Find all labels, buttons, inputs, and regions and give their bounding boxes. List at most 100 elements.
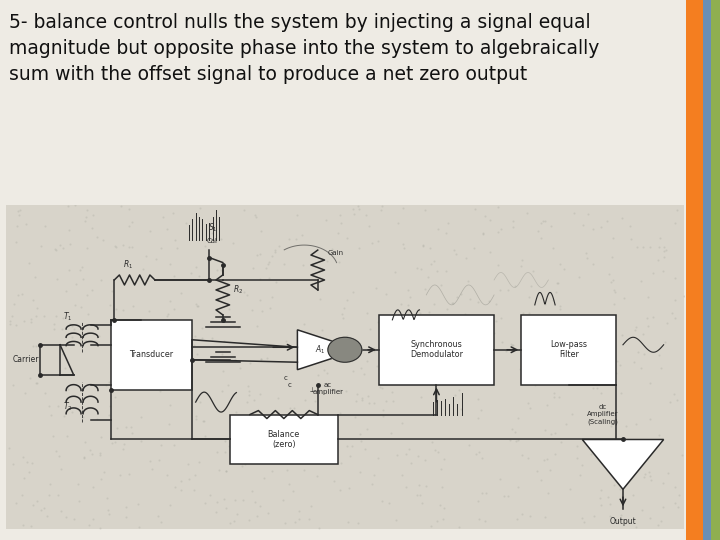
Point: [192, 349, 203, 358]
Point: [114, 471, 126, 480]
Point: [669, 314, 680, 322]
Point: [297, 231, 308, 239]
Point: [526, 282, 537, 291]
Point: [494, 286, 505, 294]
Point: [341, 442, 353, 450]
Point: [377, 384, 388, 393]
Point: [456, 404, 467, 413]
Point: [361, 425, 373, 434]
Point: [652, 521, 664, 530]
Point: [484, 377, 495, 386]
Point: [401, 370, 413, 379]
Point: [19, 388, 31, 397]
Point: [436, 483, 448, 492]
Point: [557, 379, 569, 387]
Point: [252, 413, 264, 421]
Point: [283, 480, 294, 488]
Point: [654, 234, 666, 242]
Point: [170, 483, 181, 491]
Point: [613, 467, 625, 475]
Point: [629, 358, 640, 367]
Point: [166, 371, 177, 380]
Point: [223, 305, 235, 313]
Point: [197, 334, 208, 342]
Point: [615, 511, 626, 519]
Point: [238, 206, 250, 215]
Point: [243, 387, 254, 396]
Point: [513, 414, 524, 423]
Point: [422, 366, 433, 374]
Point: [211, 266, 222, 274]
Point: [541, 455, 552, 463]
Point: [477, 489, 488, 498]
Point: [448, 364, 459, 373]
Point: [43, 491, 55, 500]
Point: [310, 351, 321, 360]
Point: [602, 436, 613, 444]
Point: [567, 410, 578, 418]
Point: [104, 402, 116, 410]
Point: [497, 338, 508, 347]
Point: [104, 301, 115, 309]
Text: Transducer: Transducer: [130, 350, 174, 359]
Point: [603, 270, 615, 279]
Point: [558, 265, 570, 274]
Point: [143, 307, 155, 315]
Point: [361, 357, 373, 366]
Point: [17, 521, 29, 529]
Point: [571, 442, 582, 450]
Point: [50, 312, 62, 320]
Point: [94, 448, 106, 457]
Point: [18, 474, 30, 482]
Point: [644, 472, 656, 481]
Point: [256, 307, 267, 315]
Point: [189, 470, 200, 479]
Point: [644, 243, 655, 252]
Point: [186, 269, 197, 278]
Point: [190, 262, 202, 271]
Point: [70, 279, 81, 288]
Point: [175, 289, 186, 298]
Point: [241, 397, 253, 406]
Point: [227, 238, 238, 247]
Point: [76, 303, 87, 312]
Point: [91, 233, 102, 242]
Point: [189, 332, 200, 340]
Point: [348, 210, 360, 219]
Point: [80, 213, 91, 221]
Point: [642, 322, 654, 330]
Point: [219, 279, 230, 288]
Point: [133, 372, 145, 381]
Point: [644, 415, 656, 423]
Text: 5- balance control nulls the system by injecting a signal equal
magnitude but op: 5- balance control nulls the system by i…: [9, 14, 599, 84]
Point: [432, 224, 444, 233]
Point: [191, 395, 202, 404]
Point: [453, 385, 464, 394]
Point: [190, 415, 202, 423]
Point: [564, 484, 576, 493]
Point: [576, 460, 588, 469]
Text: $R_2$: $R_2$: [233, 284, 243, 296]
Point: [110, 305, 122, 313]
Point: [81, 244, 93, 252]
Point: [461, 253, 472, 262]
Point: [480, 488, 492, 497]
Point: [369, 347, 380, 355]
Point: [221, 467, 233, 475]
Point: [73, 480, 84, 488]
Point: [353, 202, 364, 211]
Point: [24, 374, 36, 382]
Point: [576, 514, 588, 523]
Point: [50, 447, 62, 455]
Point: [608, 275, 619, 284]
Point: [75, 266, 86, 274]
Point: [116, 348, 127, 357]
Point: [475, 406, 487, 414]
Point: [397, 239, 409, 248]
Point: [23, 467, 35, 476]
Point: [522, 399, 534, 408]
Point: [53, 491, 64, 500]
Point: [610, 368, 621, 377]
Point: [118, 440, 130, 449]
Point: [144, 226, 156, 235]
